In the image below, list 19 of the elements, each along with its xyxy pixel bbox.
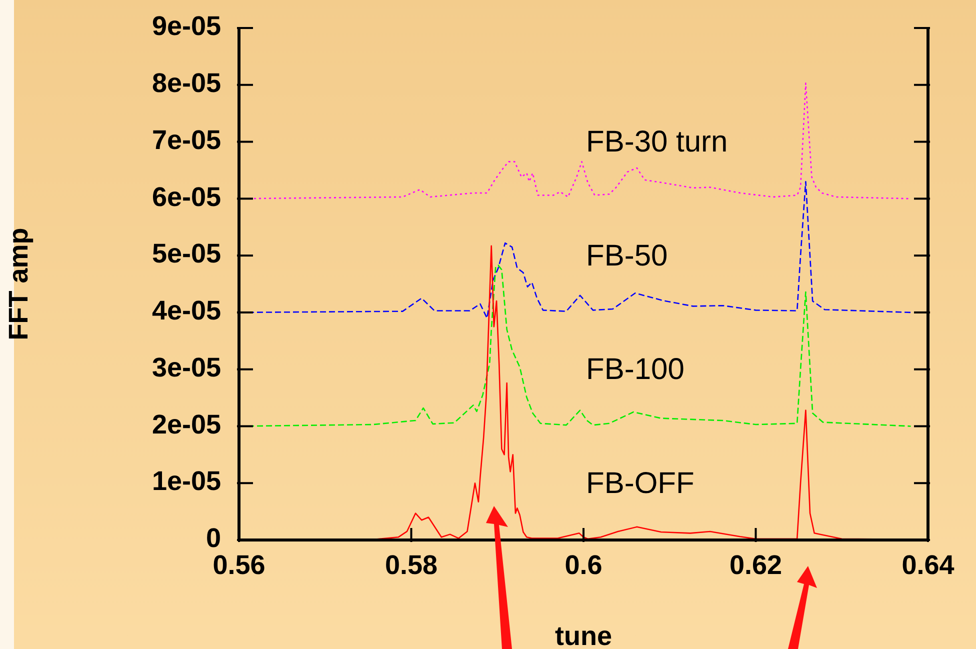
y-tick-label: 7e-05 bbox=[152, 124, 221, 155]
y-tick-label: 1e-05 bbox=[152, 466, 221, 496]
x-axis-title: tune bbox=[555, 621, 612, 649]
y-tick-label: 4e-05 bbox=[152, 296, 221, 326]
y-tick-label: 3e-05 bbox=[152, 352, 221, 382]
x-tick-label: 0.64 bbox=[902, 550, 954, 580]
y-axis-title: FFT amp bbox=[4, 228, 34, 340]
series-label: FB-OFF bbox=[586, 466, 694, 500]
series-label: FB-100 bbox=[586, 353, 684, 386]
y-tick-label: 8e-05 bbox=[152, 68, 221, 98]
y-tick-label: 2e-05 bbox=[152, 409, 221, 440]
x-tick-label: 0.6 bbox=[564, 550, 602, 580]
series-label: FB-50 bbox=[586, 239, 668, 272]
y-tick-label: 5e-05 bbox=[152, 238, 221, 269]
x-tick-label: 0.58 bbox=[384, 550, 438, 580]
series-label: FB-30 turn bbox=[586, 126, 728, 159]
y-tick-label: 9e-05 bbox=[152, 11, 221, 42]
y-tick-label: 6e-05 bbox=[152, 182, 221, 212]
x-tick-label: 0.62 bbox=[729, 550, 782, 580]
